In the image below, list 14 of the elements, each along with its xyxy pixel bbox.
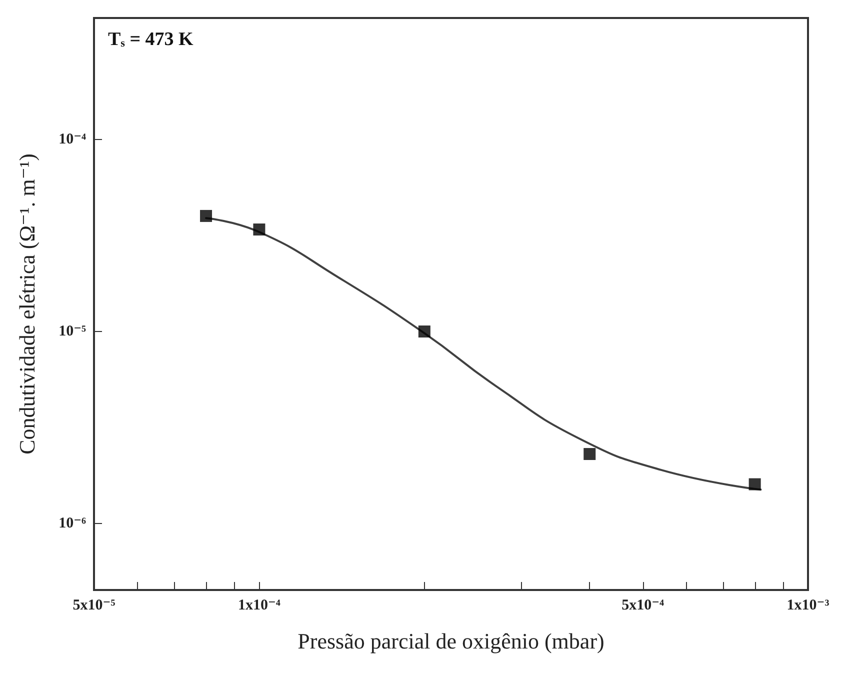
point bbox=[418, 326, 430, 338]
x-tick-label: 5x10⁻⁴ bbox=[622, 598, 665, 614]
annotation: Ts = 473 K bbox=[108, 29, 194, 50]
point bbox=[253, 224, 266, 236]
x-tick-label: 1x10⁻³ bbox=[786, 598, 830, 614]
y-tick-label: 10⁻⁵ bbox=[58, 324, 86, 340]
point bbox=[584, 448, 596, 460]
y-tick-label: 10⁻⁴ bbox=[58, 132, 86, 148]
x-axis-title: Pressão parcial de oxigênio (mbar) bbox=[298, 628, 604, 654]
y-tick-label: 10⁻⁶ bbox=[58, 515, 86, 532]
x-tick-label: 1x10⁻⁴ bbox=[238, 598, 281, 614]
point bbox=[748, 478, 761, 490]
x-tick-label: 5x10⁻⁵ bbox=[72, 598, 116, 614]
y-axis-title: Condutividade elétrica (Ω⁻¹. m⁻¹) bbox=[14, 154, 40, 454]
